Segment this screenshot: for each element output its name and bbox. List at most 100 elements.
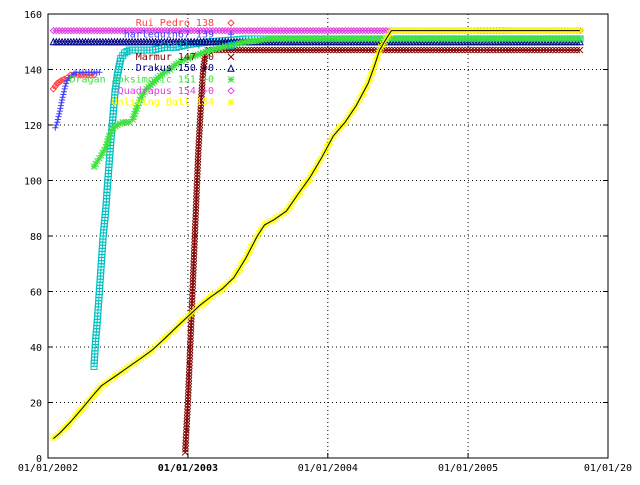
data-point — [297, 26, 306, 35]
data-point — [309, 26, 317, 35]
y-tick-label: 100 — [24, 177, 42, 188]
data-point — [306, 26, 314, 35]
data-point — [116, 26, 125, 35]
data-point — [209, 26, 217, 35]
data-point — [61, 26, 69, 35]
data-point — [274, 26, 282, 35]
data-point — [143, 26, 151, 35]
data-point — [303, 26, 311, 35]
data-point — [154, 26, 163, 35]
data-point — [262, 26, 270, 35]
data-point — [277, 26, 285, 35]
data-point — [169, 26, 177, 35]
data-point — [327, 26, 335, 35]
data-point — [282, 26, 291, 35]
data-point — [157, 26, 166, 35]
data-point — [99, 26, 107, 35]
data-point — [227, 19, 235, 27]
data-point — [49, 26, 58, 35]
y-tick-label: 140 — [24, 66, 42, 77]
data-point — [58, 26, 66, 35]
data-point — [294, 26, 303, 35]
data-point — [227, 87, 235, 95]
data-point — [576, 27, 584, 35]
data-point — [256, 26, 264, 35]
data-point — [259, 26, 267, 35]
data-point — [52, 26, 60, 35]
data-point — [134, 26, 142, 35]
y-tick-label: 20 — [30, 399, 42, 410]
data-point — [227, 42, 235, 50]
data-point — [224, 26, 232, 35]
x-tick-label: 01/01/20 — [584, 463, 632, 474]
series-1 — [52, 69, 103, 131]
data-point — [227, 76, 235, 83]
data-point — [332, 26, 341, 35]
data-point — [373, 26, 381, 35]
data-point — [227, 64, 235, 72]
data-point — [341, 26, 349, 35]
data-point — [364, 26, 373, 35]
series-layer — [49, 26, 584, 456]
data-point — [187, 26, 195, 35]
data-point — [148, 26, 157, 35]
data-point — [196, 26, 205, 35]
data-point — [335, 26, 344, 35]
x-tick-label: 01/01/2002 — [18, 463, 78, 474]
legend-entry-label: Quadrapus 154 +0 — [118, 86, 214, 97]
data-point — [131, 26, 139, 35]
series-line — [93, 38, 580, 167]
data-point — [291, 26, 300, 35]
data-point — [236, 26, 244, 35]
legend-entry-label: Dragan Joksimovic 151 +0 — [70, 75, 215, 86]
data-point — [228, 31, 234, 38]
data-point — [206, 26, 214, 35]
data-point — [75, 26, 84, 35]
legend-entry-label: Rui Pedro 138 — [136, 18, 214, 29]
data-point — [315, 26, 323, 35]
series-3 — [181, 46, 584, 456]
data-point — [72, 26, 81, 35]
data-point — [78, 26, 87, 35]
data-point — [576, 35, 584, 43]
data-point — [166, 26, 174, 35]
data-point — [212, 26, 220, 35]
data-point — [241, 26, 250, 35]
data-point — [140, 26, 148, 35]
y-tick-label: 0 — [36, 454, 42, 465]
data-point — [265, 26, 273, 35]
legend-entry-label: Unliving Ball 154 — [112, 97, 214, 108]
data-point — [329, 26, 338, 35]
data-point — [233, 26, 241, 35]
data-point — [227, 53, 235, 61]
data-point — [55, 26, 63, 35]
data-point — [184, 26, 192, 35]
data-point — [199, 26, 208, 35]
data-point — [230, 26, 238, 35]
data-point — [324, 26, 332, 35]
y-tick-label: 60 — [30, 288, 42, 299]
data-point — [221, 26, 230, 35]
data-point — [312, 26, 320, 35]
data-point — [370, 26, 379, 35]
x-tick-label: 01/01/2003 — [158, 463, 218, 474]
data-point — [288, 26, 297, 35]
data-point — [51, 82, 59, 90]
data-point — [344, 26, 352, 35]
data-point — [285, 26, 294, 35]
series-line — [53, 30, 580, 439]
data-point — [338, 26, 347, 35]
data-point — [123, 47, 131, 55]
series-line — [54, 71, 100, 128]
data-point — [280, 26, 288, 35]
y-tick-label: 120 — [24, 121, 42, 132]
data-point — [367, 26, 376, 35]
data-point — [178, 26, 186, 35]
data-point — [253, 26, 261, 35]
data-point — [151, 26, 160, 35]
y-tick-label: 40 — [30, 343, 42, 354]
data-point — [218, 26, 227, 35]
data-point — [271, 26, 279, 35]
